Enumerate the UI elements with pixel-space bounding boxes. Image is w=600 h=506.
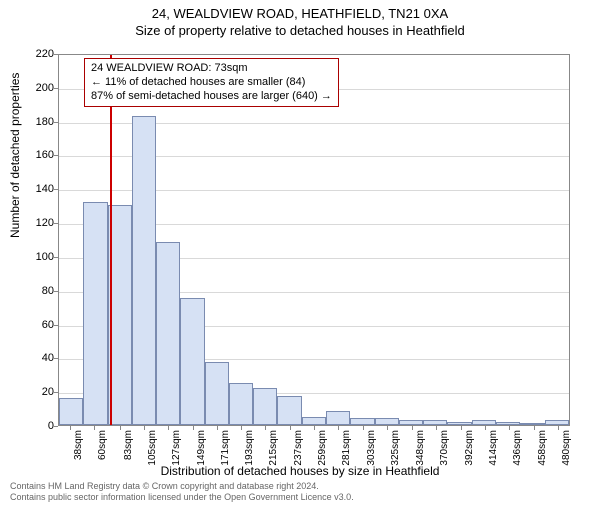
x-tick-label: 127sqm bbox=[171, 430, 182, 466]
x-tick-label: 83sqm bbox=[123, 430, 134, 460]
x-tick-label: 325sqm bbox=[390, 430, 401, 466]
x-tick-mark bbox=[387, 426, 388, 430]
x-tick-label: 436sqm bbox=[512, 430, 523, 466]
x-tick-mark bbox=[144, 426, 145, 430]
histogram-bar bbox=[229, 383, 253, 425]
chart-plot-area bbox=[58, 54, 570, 426]
histogram-bar bbox=[350, 418, 374, 425]
histogram-bar bbox=[375, 418, 399, 425]
histogram-bar bbox=[59, 398, 83, 425]
x-tick-label: 259sqm bbox=[317, 430, 328, 466]
x-tick-label: 237sqm bbox=[293, 430, 304, 466]
annotation-line: 24 WEALDVIEW ROAD: 73sqm bbox=[91, 62, 332, 76]
x-tick-label: 193sqm bbox=[244, 430, 255, 466]
histogram-bar bbox=[496, 422, 520, 425]
x-tick-label: 303sqm bbox=[366, 430, 377, 466]
histogram-bar bbox=[545, 420, 569, 425]
footer-line-1: Contains HM Land Registry data © Crown c… bbox=[10, 481, 354, 491]
x-tick-mark bbox=[241, 426, 242, 430]
y-tick-mark bbox=[54, 54, 58, 55]
y-tick-label: 40 bbox=[24, 352, 54, 364]
x-tick-mark bbox=[412, 426, 413, 430]
x-tick-label: 105sqm bbox=[147, 430, 158, 466]
reference-line bbox=[110, 55, 112, 425]
x-tick-mark bbox=[120, 426, 121, 430]
histogram-bar bbox=[520, 423, 544, 425]
histogram-bar bbox=[253, 388, 277, 425]
y-tick-label: 100 bbox=[24, 251, 54, 263]
x-tick-mark bbox=[94, 426, 95, 430]
y-tick-label: 0 bbox=[24, 420, 54, 432]
x-tick-mark bbox=[363, 426, 364, 430]
x-tick-label: 281sqm bbox=[341, 430, 352, 466]
y-tick-label: 220 bbox=[24, 48, 54, 60]
y-tick-mark bbox=[54, 122, 58, 123]
x-tick-mark bbox=[534, 426, 535, 430]
chart-title-main: 24, WEALDVIEW ROAD, HEATHFIELD, TN21 0XA bbox=[0, 6, 600, 21]
y-tick-mark bbox=[54, 223, 58, 224]
x-tick-label: 38sqm bbox=[73, 430, 84, 460]
annotation-line: 87% of semi-detached houses are larger (… bbox=[91, 90, 332, 104]
histogram-bar bbox=[399, 420, 423, 425]
x-tick-label: 480sqm bbox=[561, 430, 572, 466]
x-tick-label: 215sqm bbox=[268, 430, 279, 466]
histogram-bar bbox=[156, 242, 180, 425]
histogram-bar bbox=[326, 411, 350, 425]
y-tick-label: 20 bbox=[24, 386, 54, 398]
histogram-bar bbox=[302, 417, 326, 425]
x-tick-mark bbox=[461, 426, 462, 430]
x-tick-label: 458sqm bbox=[537, 430, 548, 466]
y-tick-label: 140 bbox=[24, 183, 54, 195]
y-tick-label: 120 bbox=[24, 217, 54, 229]
histogram-bar bbox=[83, 202, 107, 425]
x-tick-label: 370sqm bbox=[439, 430, 450, 466]
chart-title-sub: Size of property relative to detached ho… bbox=[0, 23, 600, 38]
histogram-bar bbox=[423, 420, 447, 425]
histogram-bar bbox=[472, 420, 496, 425]
x-axis-label: Distribution of detached houses by size … bbox=[0, 464, 600, 478]
histogram-bar bbox=[447, 422, 471, 425]
y-tick-label: 180 bbox=[24, 116, 54, 128]
histogram-bar bbox=[180, 298, 204, 425]
y-tick-label: 200 bbox=[24, 82, 54, 94]
y-tick-mark bbox=[54, 392, 58, 393]
x-tick-mark bbox=[168, 426, 169, 430]
y-tick-mark bbox=[54, 88, 58, 89]
histogram-bar bbox=[205, 362, 229, 425]
x-tick-mark bbox=[314, 426, 315, 430]
x-tick-label: 60sqm bbox=[97, 430, 108, 460]
footer-attribution: Contains HM Land Registry data © Crown c… bbox=[10, 481, 354, 502]
footer-line-2: Contains public sector information licen… bbox=[10, 492, 354, 502]
annotation-line: ← 11% of detached houses are smaller (84… bbox=[91, 76, 332, 90]
y-tick-mark bbox=[54, 291, 58, 292]
y-tick-mark bbox=[54, 189, 58, 190]
x-tick-mark bbox=[509, 426, 510, 430]
y-axis-label: Number of detached properties bbox=[8, 73, 22, 238]
x-tick-label: 392sqm bbox=[464, 430, 475, 466]
y-tick-mark bbox=[54, 257, 58, 258]
x-tick-mark bbox=[70, 426, 71, 430]
x-tick-label: 414sqm bbox=[488, 430, 499, 466]
x-tick-mark bbox=[193, 426, 194, 430]
x-tick-mark bbox=[217, 426, 218, 430]
y-tick-mark bbox=[54, 325, 58, 326]
x-tick-label: 171sqm bbox=[220, 430, 231, 466]
histogram-bar bbox=[277, 396, 301, 425]
annotation-box: 24 WEALDVIEW ROAD: 73sqm← 11% of detache… bbox=[84, 58, 339, 107]
y-tick-mark bbox=[54, 155, 58, 156]
y-tick-mark bbox=[54, 358, 58, 359]
y-tick-label: 80 bbox=[24, 285, 54, 297]
x-tick-mark bbox=[436, 426, 437, 430]
y-tick-label: 160 bbox=[24, 149, 54, 161]
histogram-bar bbox=[132, 116, 156, 425]
x-tick-mark bbox=[265, 426, 266, 430]
x-tick-label: 348sqm bbox=[415, 430, 426, 466]
x-tick-mark bbox=[338, 426, 339, 430]
x-tick-mark bbox=[485, 426, 486, 430]
x-tick-label: 149sqm bbox=[196, 430, 207, 466]
y-tick-mark bbox=[54, 426, 58, 427]
x-tick-mark bbox=[290, 426, 291, 430]
x-tick-mark bbox=[558, 426, 559, 430]
y-tick-label: 60 bbox=[24, 319, 54, 331]
